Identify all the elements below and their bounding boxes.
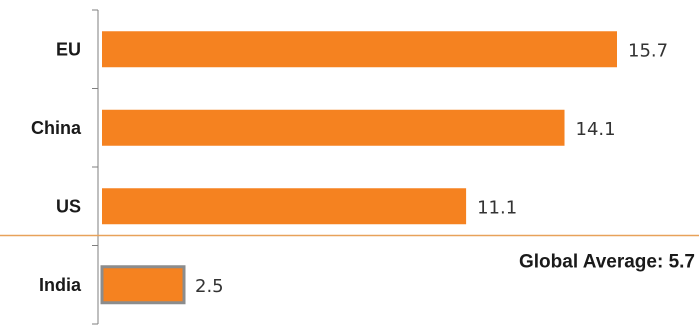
axis-group: [92, 10, 98, 324]
global-average-label: Global Average: 5.7: [519, 252, 695, 273]
value-label-india: 2.5: [195, 276, 224, 297]
value-label-china: 14.1: [576, 119, 616, 140]
bar-india: [102, 267, 184, 303]
category-label-india: India: [39, 275, 82, 295]
bar-us: [102, 188, 466, 224]
value-label-us: 11.1: [477, 197, 517, 218]
bar-eu: [102, 31, 617, 67]
value-label-eu: 15.7: [628, 40, 668, 61]
category-label-eu: EU: [56, 39, 81, 59]
category-label-china: China: [31, 118, 82, 138]
category-label-us: US: [56, 196, 81, 216]
bar-china: [102, 110, 565, 146]
